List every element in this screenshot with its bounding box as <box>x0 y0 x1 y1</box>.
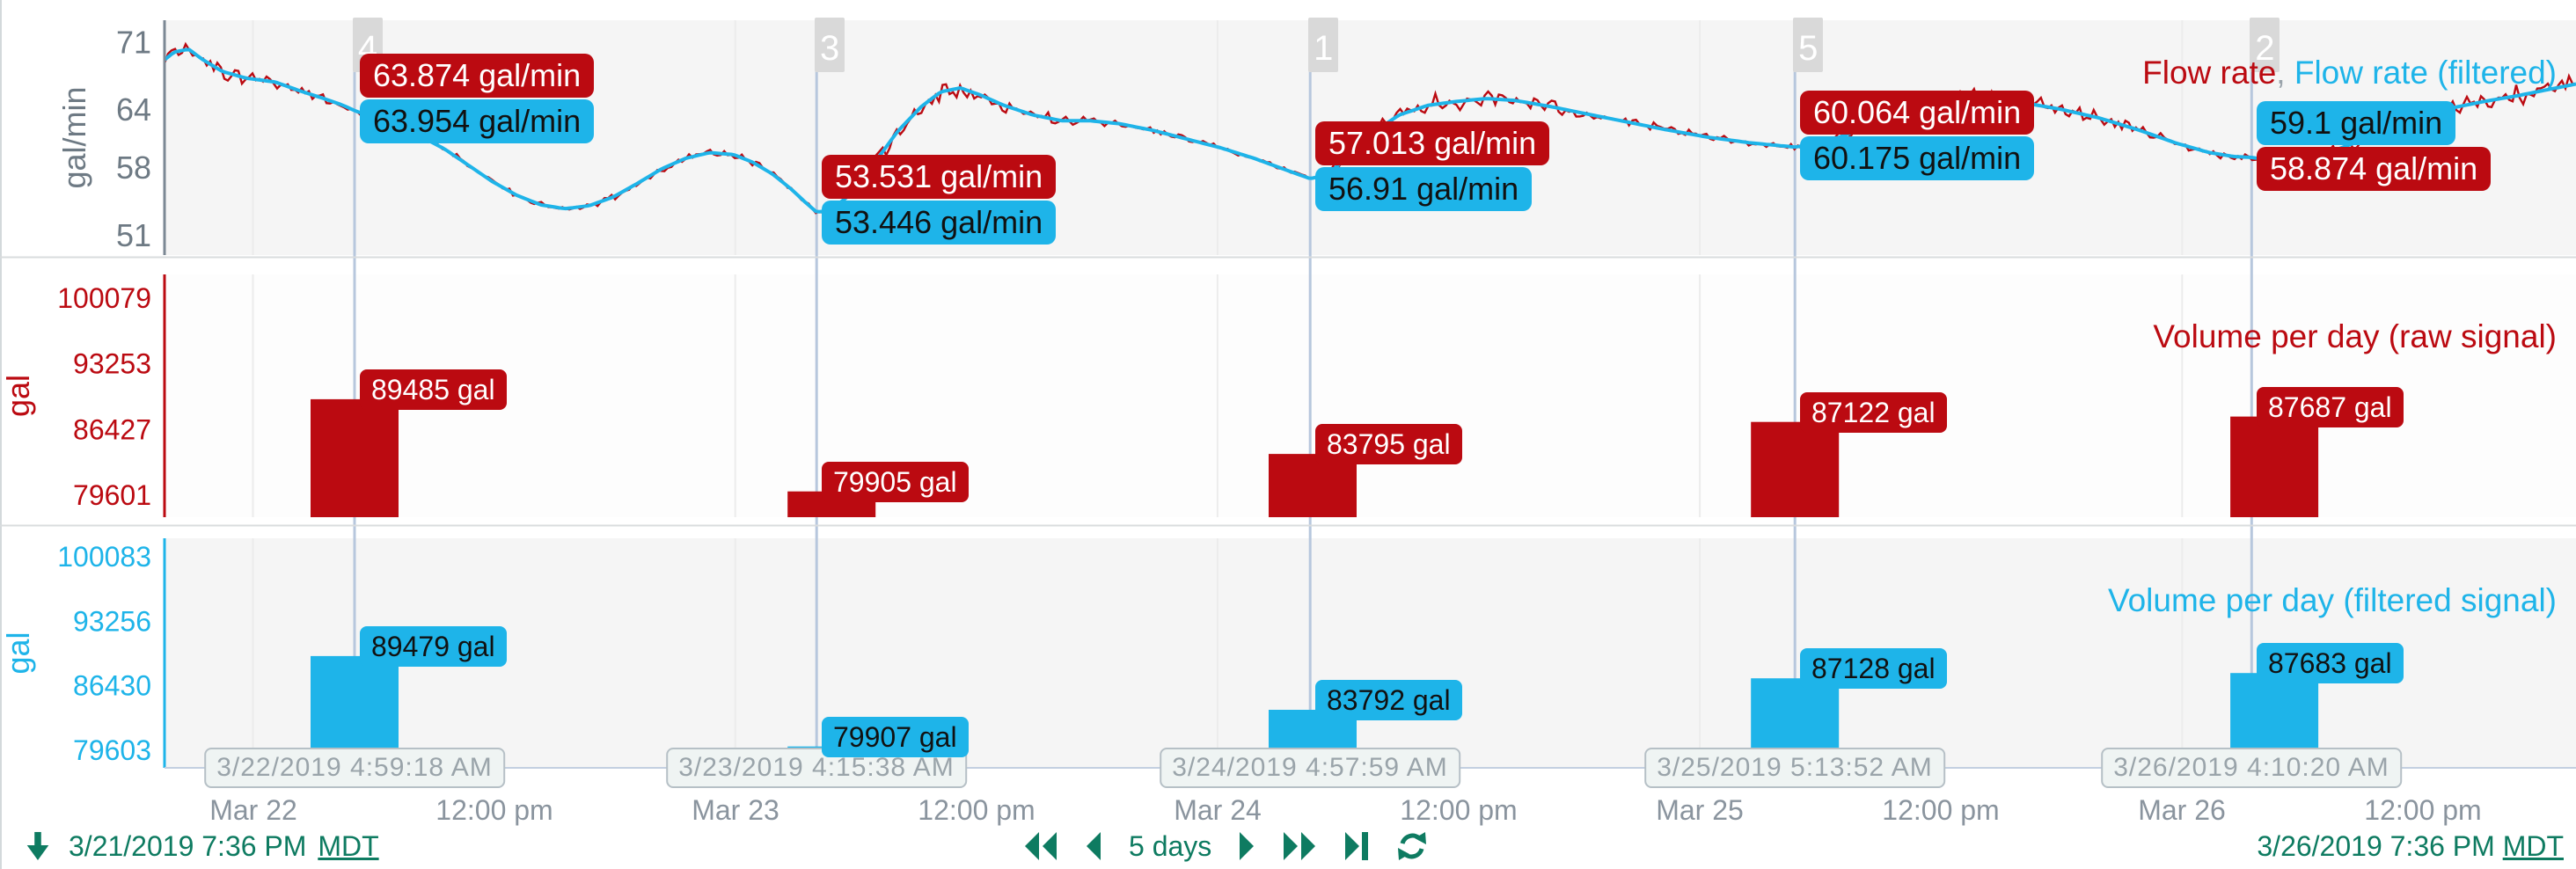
x-axis-noon-label: 12:00 pm <box>918 794 1036 826</box>
x-axis-day-label: Mar 26 <box>2138 794 2226 826</box>
bar-volume-raw-day1[interactable] <box>311 398 399 517</box>
cursor-timestamp[interactable]: 3/25/2019 5:13:52 AM <box>1644 748 1945 788</box>
x-axis-noon-label: 12:00 pm <box>1400 794 1518 826</box>
time-navigation: 5 days <box>1023 823 1428 869</box>
bar-volume-raw-day3[interactable] <box>1269 454 1357 517</box>
x-axis-day-label: Mar 24 <box>1174 794 1262 826</box>
end-timezone-link[interactable]: MDT <box>2502 829 2564 862</box>
double-right-arrow-icon <box>1284 832 1316 860</box>
y-tick-label: 93256 <box>73 605 151 637</box>
download-arrow-icon[interactable] <box>23 830 53 862</box>
y-axis-unit-label: gal/min <box>56 86 92 188</box>
left-border <box>0 0 2 869</box>
jump-end-button[interactable] <box>1343 832 1370 860</box>
cursor-volume-raw-value: 89485 gal <box>360 369 507 410</box>
y-tick-label: 93253 <box>73 348 151 380</box>
left-arrow-icon <box>1087 832 1101 860</box>
end-datetime-label: 3/26/2019 7:36 PM <box>2257 829 2503 862</box>
y-tick-label: 79603 <box>73 734 151 766</box>
y-tick-label: 71 <box>116 24 151 60</box>
cursor-number-badge[interactable]: 2 <box>2250 18 2280 72</box>
y-tick-label: 86430 <box>73 670 151 702</box>
legend-flow-filtered[interactable]: Flow rate (filtered) <box>2294 55 2557 91</box>
legend-separator: , <box>2276 55 2294 91</box>
cursor-timestamp[interactable]: 3/23/2019 4:15:38 AM <box>666 748 967 788</box>
plot-area-volume-filtered[interactable] <box>165 538 2576 768</box>
bar-volume-raw-day5[interactable] <box>2230 416 2319 517</box>
y-tick-label: 79601 <box>73 479 151 511</box>
cursor-timestamp[interactable]: 3/22/2019 4:59:18 AM <box>204 748 505 788</box>
x-axis-day-label: Mar 25 <box>1656 794 1744 826</box>
cursor-flow-value-filtered: 56.91 gal/min <box>1315 167 1533 211</box>
cursor-flow-value-filtered: 63.954 gal/min <box>360 99 595 143</box>
cursor-flow-value-raw: 63.874 gal/min <box>360 54 595 98</box>
x-axis-day-label: Mar 22 <box>209 794 297 826</box>
cursor-flow-value-raw: 60.064 gal/min <box>1800 91 2035 135</box>
range-label[interactable]: 5 days <box>1129 829 1212 862</box>
y-tick-label: 100079 <box>57 282 151 314</box>
cursor-volume-raw-value: 87687 gal <box>2257 387 2404 427</box>
refresh-button[interactable] <box>1396 830 1428 862</box>
cursor-flow-value-raw: 57.013 gal/min <box>1315 121 1550 165</box>
cursor-volume-filtered-value: 79907 gal <box>822 717 969 757</box>
cursor-line-3[interactable] <box>815 20 818 768</box>
cursor-flow-value-filtered: 59.1 gal/min <box>2257 101 2456 145</box>
start-timezone-link[interactable]: MDT <box>318 829 379 862</box>
y-tick-label: 51 <box>116 217 151 253</box>
legend-volume-raw-label: Volume per day (raw signal) <box>2153 318 2557 354</box>
legend-flow-raw[interactable]: Flow rate <box>2142 55 2277 91</box>
x-axis-noon-label: 12:00 pm <box>435 794 553 826</box>
right-arrow-icon <box>1240 832 1255 860</box>
jump-forward-button[interactable] <box>1282 832 1317 860</box>
cursor-volume-filtered-value: 87683 gal <box>2257 643 2404 683</box>
y-axis-unit-label: gal <box>0 375 36 417</box>
double-left-arrow-icon <box>1025 832 1057 860</box>
cursor-volume-filtered-value: 89479 gal <box>360 626 507 667</box>
cursor-volume-raw-value: 83795 gal <box>1315 424 1462 464</box>
x-axis-day-label: Mar 23 <box>692 794 779 826</box>
cursor-flow-value-raw: 53.531 gal/min <box>822 155 1057 199</box>
step-back-button[interactable] <box>1085 832 1102 860</box>
legend-flow: Flow rate, Flow rate (filtered) <box>2106 18 2557 128</box>
x-axis-noon-label: 12:00 pm <box>2364 794 2482 826</box>
cursor-timestamp[interactable]: 3/26/2019 4:10:20 AM <box>2101 748 2402 788</box>
footer-end-time: 3/26/2019 7:36 PM MDT <box>2257 823 2564 869</box>
y-axis-unit-label: gal <box>0 632 36 674</box>
cursor-line-1[interactable] <box>1308 20 1312 768</box>
step-forward-button[interactable] <box>1238 832 1255 860</box>
cursor-volume-filtered-value: 87128 gal <box>1800 648 1947 689</box>
cursor-timestamp[interactable]: 3/24/2019 4:57:59 AM <box>1160 748 1460 788</box>
start-datetime-label: 3/21/2019 7:36 PM <box>69 829 315 862</box>
cursor-line-2[interactable] <box>2250 20 2253 768</box>
cursor-flow-value-filtered: 53.446 gal/min <box>822 201 1057 245</box>
cursor-volume-raw-value: 79905 gal <box>822 462 969 502</box>
legend-volume-filtered-label: Volume per day (filtered signal) <box>2107 582 2557 618</box>
plot-area-volume-raw[interactable] <box>165 274 2576 517</box>
x-axis-noon-label: 12:00 pm <box>1882 794 2000 826</box>
cursor-number-badge[interactable]: 1 <box>1308 18 1339 72</box>
bar-volume-raw-day4[interactable] <box>1751 421 1840 517</box>
cursor-volume-raw-value: 87122 gal <box>1800 392 1947 433</box>
footer-toolbar: 3/21/2019 7:36 PM MDT 5 days <box>0 823 2576 869</box>
cursor-line-5[interactable] <box>1793 20 1797 768</box>
cursor-number-badge[interactable]: 5 <box>1793 18 1824 72</box>
y-tick-label: 86427 <box>73 413 151 445</box>
y-tick-label: 58 <box>116 150 151 186</box>
refresh-icon <box>1398 832 1427 860</box>
cursor-line-4[interactable] <box>353 20 356 768</box>
cursor-flow-value-raw: 58.874 gal/min <box>2257 147 2492 191</box>
legend-volume-raw[interactable]: Volume per day (raw signal) <box>2117 281 2557 392</box>
jump-start-button[interactable] <box>1023 832 1058 860</box>
legend-volume-filtered[interactable]: Volume per day (filtered signal) <box>2072 545 2557 656</box>
y-tick-label: 64 <box>116 91 151 128</box>
cursor-number-badge[interactable]: 3 <box>815 18 845 72</box>
footer-start-time: 3/21/2019 7:36 PM MDT <box>23 823 379 869</box>
cursor-flow-value-filtered: 60.175 gal/min <box>1800 136 2035 180</box>
cursor-volume-filtered-value: 83792 gal <box>1315 680 1462 720</box>
y-tick-label: 100083 <box>57 541 151 573</box>
skip-to-end-icon <box>1345 832 1369 860</box>
